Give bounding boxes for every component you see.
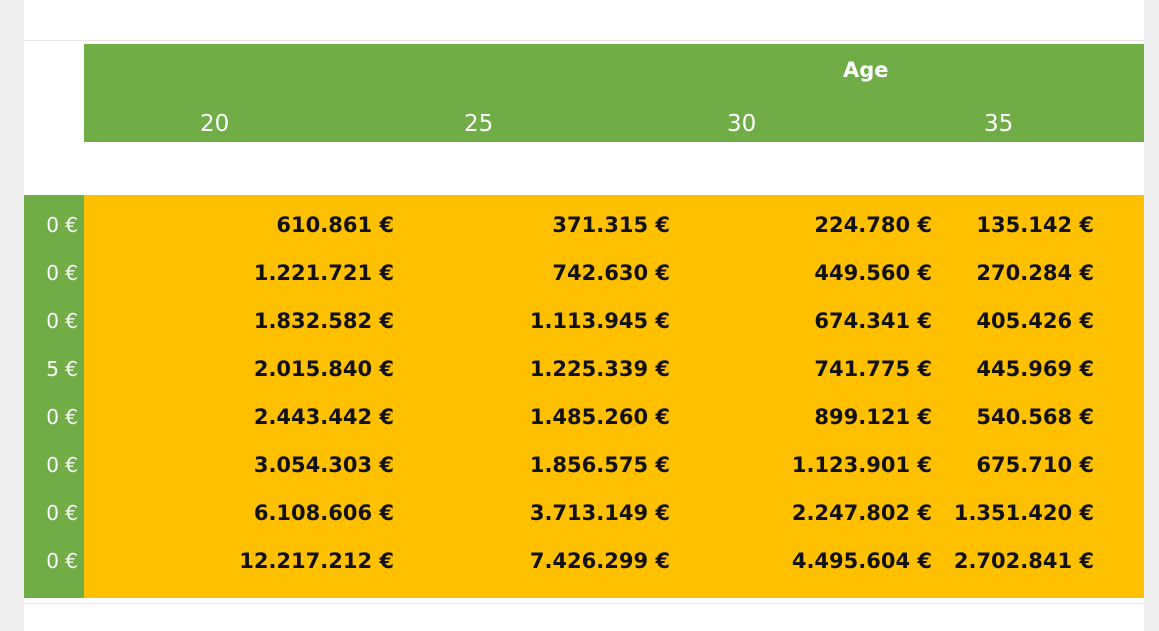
table-cell[interactable]: 445.969 € bbox=[976, 357, 1094, 381]
table-row: 1.221.721 € 742.630 € 449.560 € 270.284 … bbox=[84, 253, 1144, 293]
age-column-35[interactable]: 35 bbox=[984, 111, 1014, 137]
table-cell[interactable]: 7.426.299 € bbox=[529, 549, 670, 573]
table-cell[interactable]: 135.142 € bbox=[976, 213, 1094, 237]
table-cell[interactable]: 742.630 € bbox=[552, 261, 670, 285]
table-cell[interactable]: 6.108.606 € bbox=[253, 501, 394, 525]
age-header-title: Age bbox=[843, 58, 889, 82]
row-label-band: 0 € 0 € 0 € 5 € 0 € 0 € 0 € 0 € bbox=[24, 195, 84, 598]
table-cell[interactable]: 2.015.840 € bbox=[253, 357, 394, 381]
table-cell[interactable]: 610.861 € bbox=[276, 213, 394, 237]
table-cell[interactable]: 4.495.604 € bbox=[791, 549, 932, 573]
row-label[interactable]: 5 € bbox=[46, 357, 78, 381]
table-cell[interactable]: 899.121 € bbox=[814, 405, 932, 429]
table-row: 12.217.212 € 7.426.299 € 4.495.604 € 2.7… bbox=[84, 541, 1144, 581]
table-cell[interactable]: 675.710 € bbox=[976, 453, 1094, 477]
age-column-30[interactable]: 30 bbox=[727, 111, 757, 137]
right-gutter bbox=[1144, 0, 1159, 631]
row-label[interactable]: 0 € bbox=[46, 453, 78, 477]
table-row: 3.054.303 € 1.856.575 € 1.123.901 € 675.… bbox=[84, 445, 1144, 485]
row-label[interactable]: 0 € bbox=[46, 501, 78, 525]
table-cell[interactable]: 2.702.841 € bbox=[953, 549, 1094, 573]
table-cell[interactable]: 3.713.149 € bbox=[529, 501, 670, 525]
age-column-25[interactable]: 25 bbox=[464, 111, 494, 137]
bottom-divider bbox=[24, 603, 1144, 604]
left-gutter bbox=[0, 0, 24, 631]
row-label[interactable]: 0 € bbox=[46, 213, 78, 237]
table-cell[interactable]: 1.351.420 € bbox=[953, 501, 1094, 525]
table-cell[interactable]: 1.225.339 € bbox=[529, 357, 670, 381]
row-label[interactable]: 0 € bbox=[46, 549, 78, 573]
table-cell[interactable]: 371.315 € bbox=[552, 213, 670, 237]
table-cell[interactable]: 1.123.901 € bbox=[791, 453, 932, 477]
age-header-band bbox=[84, 44, 1144, 142]
table-cell[interactable]: 12.217.212 € bbox=[239, 549, 394, 573]
row-label[interactable]: 0 € bbox=[46, 261, 78, 285]
table-cell[interactable]: 540.568 € bbox=[976, 405, 1094, 429]
table-cell[interactable]: 1.856.575 € bbox=[529, 453, 670, 477]
table-cell[interactable]: 1.832.582 € bbox=[253, 309, 394, 333]
table-row: 2.015.840 € 1.225.339 € 741.775 € 445.96… bbox=[84, 349, 1144, 389]
table-cell[interactable]: 2.443.442 € bbox=[253, 405, 394, 429]
table-row: 2.443.442 € 1.485.260 € 899.121 € 540.56… bbox=[84, 397, 1144, 437]
table-row: 1.832.582 € 1.113.945 € 674.341 € 405.42… bbox=[84, 301, 1144, 341]
table-cell[interactable]: 741.775 € bbox=[814, 357, 932, 381]
table-cell[interactable]: 1.221.721 € bbox=[253, 261, 394, 285]
row-label[interactable]: 0 € bbox=[46, 405, 78, 429]
table-cell[interactable]: 3.054.303 € bbox=[253, 453, 394, 477]
table-cell[interactable]: 1.113.945 € bbox=[529, 309, 670, 333]
table-cell[interactable]: 1.485.260 € bbox=[529, 405, 670, 429]
results-table: 610.861 € 371.315 € 224.780 € 135.142 € … bbox=[84, 195, 1144, 598]
row-label[interactable]: 0 € bbox=[46, 309, 78, 333]
table-row: 6.108.606 € 3.713.149 € 2.247.802 € 1.35… bbox=[84, 493, 1144, 533]
age-column-20[interactable]: 20 bbox=[200, 111, 230, 137]
table-row: 610.861 € 371.315 € 224.780 € 135.142 € bbox=[84, 205, 1144, 245]
table-cell[interactable]: 2.247.802 € bbox=[791, 501, 932, 525]
table-cell[interactable]: 674.341 € bbox=[814, 309, 932, 333]
top-divider bbox=[24, 40, 1144, 41]
table-cell[interactable]: 405.426 € bbox=[976, 309, 1094, 333]
table-cell[interactable]: 270.284 € bbox=[976, 261, 1094, 285]
table-cell[interactable]: 224.780 € bbox=[814, 213, 932, 237]
table-cell[interactable]: 449.560 € bbox=[814, 261, 932, 285]
